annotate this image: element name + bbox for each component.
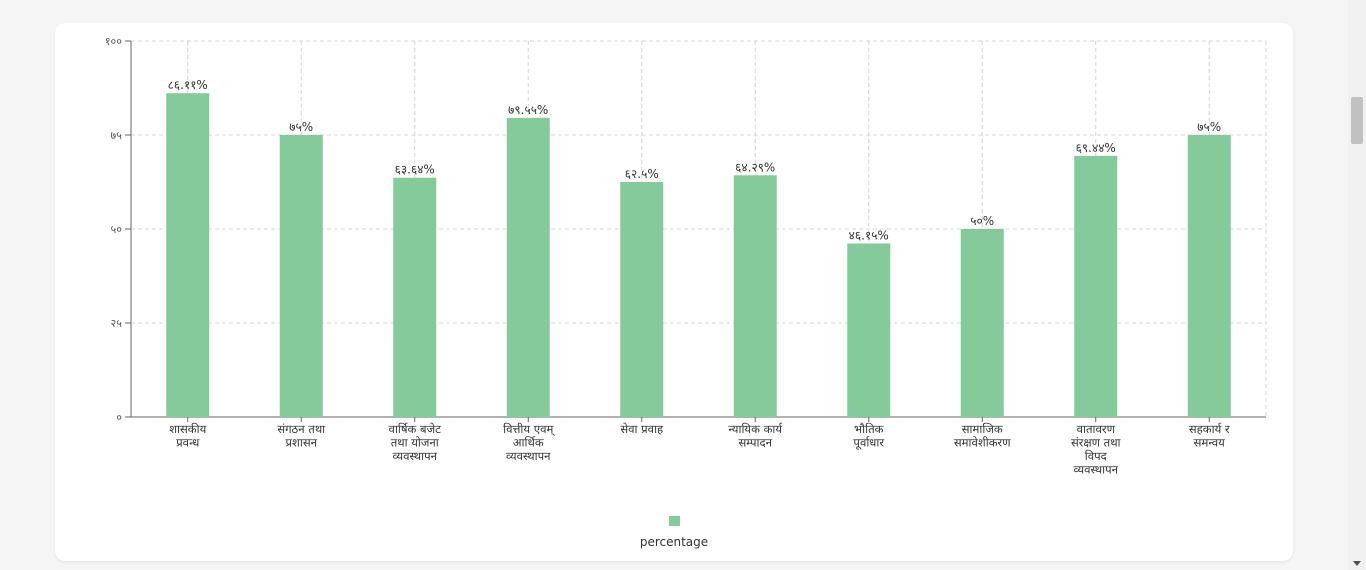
bar xyxy=(279,135,323,417)
bar xyxy=(847,243,891,417)
x-tick-label: प्रवन्ध xyxy=(176,436,200,450)
x-tick-label: सेवा प्रवाह xyxy=(620,422,664,436)
bar xyxy=(1187,135,1231,417)
bar-chart: ० २५ ५० ७५ १०० ८६.११% शासकीयप्रवन्ध ७५% संगठन त… xyxy=(105,35,1267,477)
scrollbar-thumb[interactable] xyxy=(1351,97,1363,144)
bar xyxy=(166,93,210,417)
bar xyxy=(1074,155,1118,418)
x-tick-label: संगठन तथा xyxy=(277,422,326,436)
legend-swatch[interactable] xyxy=(668,516,680,526)
bar xyxy=(506,117,550,417)
bar-value-label: ८६.११% xyxy=(168,78,208,92)
y-tick-label: २५ xyxy=(111,317,123,330)
x-tick-label: सहकार्य र xyxy=(1189,422,1230,436)
x-tick-label: शासकीय xyxy=(169,422,206,436)
bar xyxy=(733,175,777,417)
x-tick-label: व्यवस्थापन xyxy=(1074,463,1119,477)
x-tick-label: समावेशीकरण xyxy=(954,436,1011,450)
x-tick-label: वातावरण xyxy=(1077,422,1116,436)
bar-value-label: ६३.६४% xyxy=(395,163,435,177)
x-tick-label: न्यायिक कार्य xyxy=(728,422,783,436)
x-tick-label: विपद xyxy=(1085,449,1108,463)
y-tick-label: ५० xyxy=(111,223,123,236)
x-tick-label: आर्थिक xyxy=(513,436,544,450)
x-tick-label: संरक्षण तथा xyxy=(1071,436,1122,450)
x-tick-label: व्यवस्थापन xyxy=(393,449,438,463)
bars xyxy=(166,93,1231,418)
legend-label[interactable]: percentage xyxy=(639,535,709,549)
bar-value-label: ७५% xyxy=(1197,120,1221,134)
x-tick-label: पूर्वाधार xyxy=(853,436,884,451)
y-tick-label: ० xyxy=(116,411,122,424)
x-tick-label: सामाजिक xyxy=(962,422,1003,436)
x-tick-label: व्यवस्थापन xyxy=(506,449,551,463)
labels: ८६.११% शासकीयप्रवन्ध ७५% संगठन तथाप्रशासन ६३… xyxy=(168,78,1230,476)
x-tick-label: तथा योजना xyxy=(391,436,440,450)
y-tick-label: १०० xyxy=(105,35,122,48)
bar xyxy=(393,177,437,417)
bar xyxy=(960,229,1004,417)
bar xyxy=(620,182,664,417)
vertical-scrollbar[interactable] xyxy=(1348,0,1366,570)
x-tick-label: वार्षिक बजेट xyxy=(389,422,442,436)
chart-card: ० २५ ५० ७५ १०० ८६.११% शासकीय प्रवन्ध ७५% संगठन त… xyxy=(55,23,1293,561)
bar-value-label: ४६.१५% xyxy=(849,228,889,242)
bar-value-label: ५०% xyxy=(970,214,994,228)
y-tick-label: ७५ xyxy=(111,129,123,142)
x-tick-label: भौतिक xyxy=(854,422,884,436)
bar-value-label: ६४.२९% xyxy=(735,160,775,174)
x-tick-label: सम्पादन xyxy=(739,436,773,450)
bar-value-label: ७५% xyxy=(289,120,313,134)
legend[interactable]: percentage xyxy=(55,511,1293,549)
x-tick-label: वित्तीय एवम् xyxy=(503,422,555,436)
x-tick-label: प्रशासन xyxy=(286,436,318,450)
bar-value-label: ६२.५% xyxy=(625,167,659,181)
x-tick-label: समन्वय xyxy=(1194,436,1225,450)
scroll-down-arrow-icon[interactable] xyxy=(1353,561,1361,566)
bar-value-label: ६९.४४% xyxy=(1076,141,1116,155)
bar-value-label: ७९.५५% xyxy=(508,103,548,117)
